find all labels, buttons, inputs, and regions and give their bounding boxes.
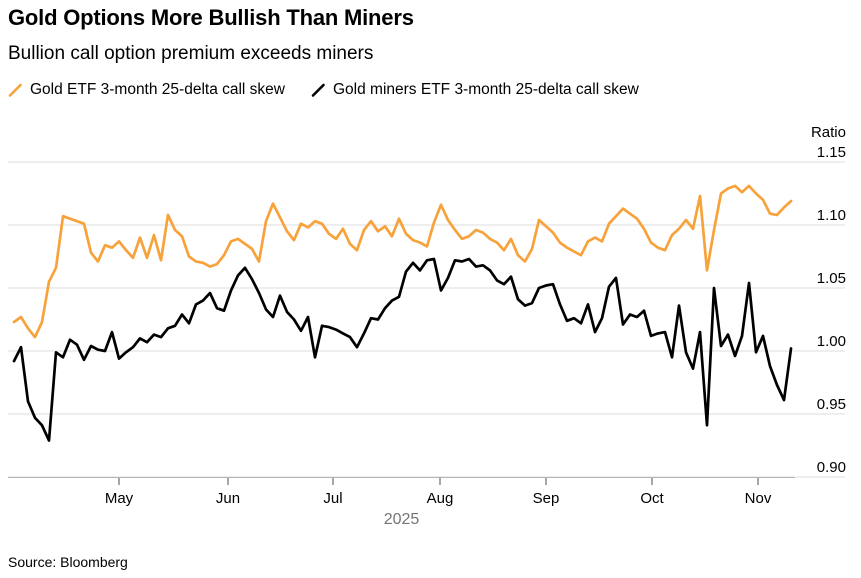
y-tick-label: 1.15	[817, 144, 846, 161]
source-note: Source: Bloomberg	[8, 554, 128, 570]
x-tick-label: Jun	[216, 490, 240, 507]
chart-header: Gold Options More Bullish Than Miners Bu…	[8, 4, 853, 99]
x-axis-year-label: 2025	[384, 511, 420, 528]
gold-miners-line	[12, 257, 793, 442]
x-tick-label: Jul	[323, 490, 342, 507]
chart-legend: Gold ETF 3-month 25-delta call skew Gold…	[8, 81, 853, 99]
page-subtitle: Bullion call option premium exceeds mine…	[8, 43, 374, 64]
gold-miners-slash-icon	[311, 83, 325, 97]
x-tick-label: Aug	[427, 490, 454, 507]
x-tick-label: Sep	[533, 490, 560, 507]
y-tick-label: 1.05	[817, 270, 846, 287]
y-tick-label: 1.10	[817, 207, 846, 224]
x-tick-label: Oct	[640, 490, 664, 507]
y-tick-label: 0.90	[817, 459, 846, 476]
x-tick-label: May	[105, 490, 134, 507]
y-tick-label: 1.00	[817, 333, 846, 350]
x-tick-label: Nov	[745, 490, 772, 507]
legend-label-gold-miners-etf: Gold miners ETF 3-month 25-delta call sk…	[333, 81, 639, 98]
legend-item-gold-etf: Gold ETF 3-month 25-delta call skew	[8, 81, 285, 99]
page-title: Gold Options More Bullish Than Miners	[8, 5, 414, 30]
legend-item-gold-miners-etf: Gold miners ETF 3-month 25-delta call sk…	[311, 81, 639, 99]
y-axis-unit-label: Ratio	[811, 124, 846, 141]
gold-etf-line	[12, 184, 793, 339]
gold-etf-slash-icon	[8, 83, 22, 97]
legend-label-gold-etf: Gold ETF 3-month 25-delta call skew	[30, 81, 285, 98]
y-tick-label: 0.95	[817, 396, 846, 413]
